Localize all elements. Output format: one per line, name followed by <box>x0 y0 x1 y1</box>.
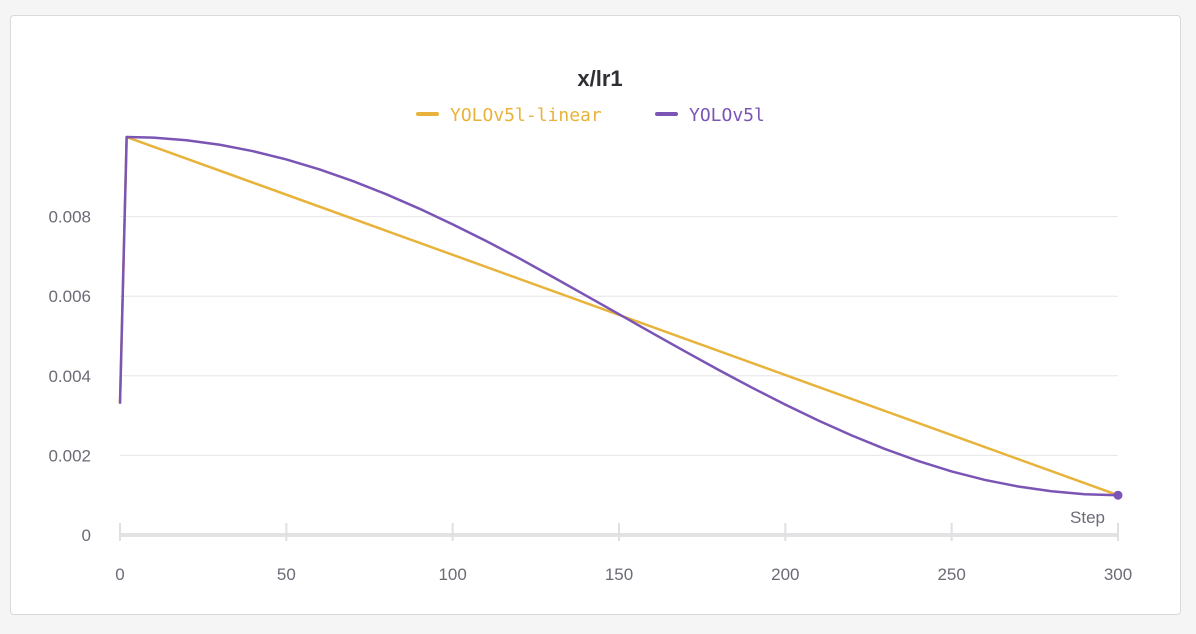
chart-title: x/lr1 <box>577 66 622 91</box>
y-tick-label: 0.006 <box>48 287 91 306</box>
y-tick-label: 0.002 <box>48 446 91 465</box>
chart-panel <box>10 15 1181 615</box>
x-tick-label: 0 <box>115 565 124 584</box>
y-tick-label: 0.008 <box>48 208 91 227</box>
x-tick-label: 150 <box>605 565 633 584</box>
x-tick-label: 50 <box>277 565 296 584</box>
series-end-point <box>1113 490 1123 500</box>
x-tick-label: 200 <box>771 565 799 584</box>
legend-label: YOLOv5l-linear <box>450 105 602 126</box>
series-line <box>118 135 1119 497</box>
x-tick-label: 100 <box>438 565 466 584</box>
x-axis-label: Step <box>1070 508 1105 527</box>
x-tick-label: 300 <box>1104 565 1132 584</box>
y-tick-label: 0.004 <box>48 367 91 386</box>
series-line <box>118 135 1119 497</box>
y-tick-label: 0 <box>82 526 91 545</box>
x-tick-label: 250 <box>937 565 965 584</box>
legend-label: YOLOv5l <box>689 105 765 126</box>
